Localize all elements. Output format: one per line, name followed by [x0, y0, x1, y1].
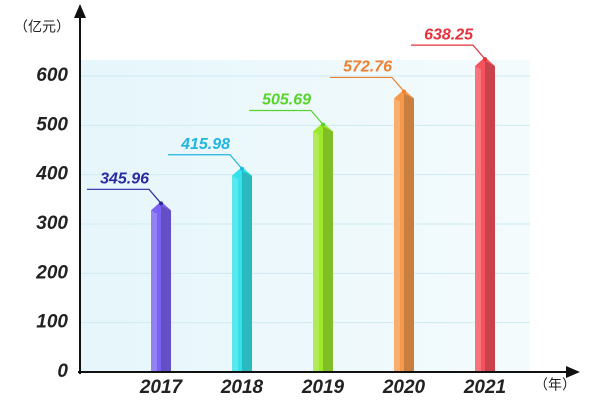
x-tick-label: 2019	[301, 377, 345, 398]
bar-shade	[161, 205, 171, 372]
label-dot	[240, 166, 244, 171]
bar-highlight	[475, 66, 481, 372]
label-leader	[87, 188, 162, 204]
bar	[151, 201, 171, 372]
y-tick-label: 400	[35, 164, 68, 185]
value-label: 638.25	[424, 26, 474, 43]
x-tick-label: 2017	[139, 377, 184, 398]
y-tick-label: 200	[35, 262, 68, 283]
bar-highlight	[394, 98, 400, 372]
y-tick-label: 600	[36, 65, 68, 86]
label-leader	[168, 154, 243, 170]
y-tick-label: 0	[57, 361, 68, 382]
marks: 345.96 415.98 505.69 572.76 638.25	[87, 26, 495, 372]
x-axis-unit: （年）	[534, 377, 576, 393]
bar	[475, 57, 495, 372]
value-label: 415.98	[180, 136, 230, 153]
x-axis-arrow	[566, 366, 580, 378]
y-tick-label: 300	[36, 213, 68, 234]
y-axis-unit: （亿元）	[14, 19, 70, 35]
bar	[232, 166, 252, 372]
bar-highlight	[151, 210, 157, 372]
value-label: 572.76	[343, 59, 392, 76]
label-leader	[411, 44, 486, 60]
value-label: 505.69	[262, 92, 311, 109]
bar-shade	[404, 93, 414, 372]
value-label: 345.96	[100, 171, 149, 188]
y-tick-label: 100	[36, 312, 68, 333]
y-tick-label: 500	[36, 114, 68, 135]
label-dot	[483, 57, 487, 62]
label-dot	[159, 201, 163, 206]
bar	[313, 122, 333, 372]
label-leader	[330, 76, 405, 92]
y-axis-arrow	[74, 4, 86, 18]
bar-shade	[485, 61, 495, 372]
x-tick-label: 2021	[463, 377, 506, 398]
label-dot	[402, 89, 406, 94]
bar-shade	[323, 126, 333, 372]
bar-highlight	[313, 131, 319, 372]
label-dot	[321, 122, 325, 127]
bar-highlight	[232, 175, 238, 372]
bar-shade	[242, 170, 252, 372]
bar	[394, 89, 414, 372]
x-tick-label: 2020	[382, 377, 426, 398]
label-leader	[249, 109, 324, 125]
x-tick-label: 2018	[220, 377, 264, 398]
